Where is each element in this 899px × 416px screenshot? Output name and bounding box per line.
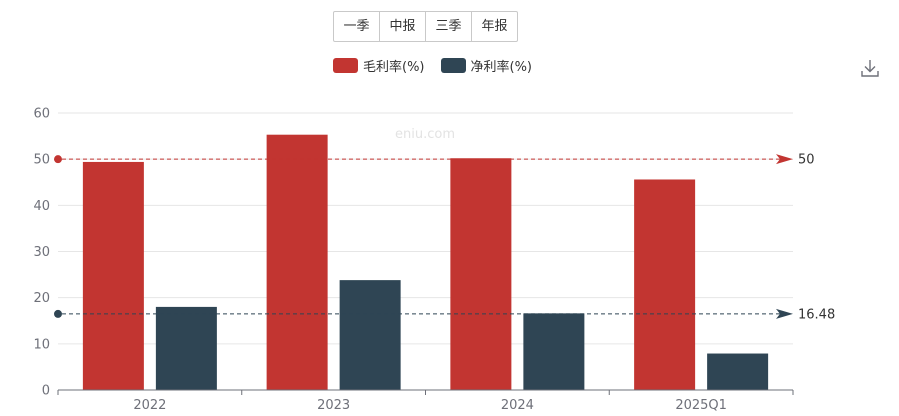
legend-swatch-net-margin [440, 58, 466, 73]
tab-q3[interactable]: 三季 [426, 12, 472, 41]
y-tick-label: 60 [33, 107, 50, 122]
y-tick-label: 10 [33, 337, 50, 352]
legend-item-gross-margin[interactable]: 毛利率(%) [333, 56, 425, 75]
legend-label-gross-margin: 毛利率(%) [363, 60, 425, 75]
markline-arrow-net-margin [776, 308, 793, 319]
bar-gross-margin-2023 [266, 134, 328, 390]
y-tick-label: 20 [33, 291, 50, 306]
y-tick-label: 0 [42, 384, 50, 399]
x-tick-label: 2022 [133, 398, 166, 413]
markline-label-gross-margin: 50 [798, 153, 815, 168]
y-tick-label: 40 [33, 199, 50, 214]
bar-gross-margin-2022 [82, 161, 144, 390]
x-tick-label: 2023 [317, 398, 350, 413]
y-tick-label: 30 [33, 245, 50, 260]
y-tick-label: 50 [33, 153, 50, 168]
bar-gross-margin-2025q1 [634, 179, 696, 390]
tab-annual[interactable]: 年报 [481, 19, 508, 34]
watermark: eniu.com [395, 127, 455, 142]
markline-start-net-margin [54, 309, 62, 318]
legend-label-net-margin: 净利率(%) [470, 60, 533, 75]
bar-gross-margin-2024 [450, 158, 512, 390]
chart-legend: 毛利率(%) 净利率(%) [333, 56, 532, 75]
bar-net-margin-2024 [523, 313, 585, 390]
markline-start-gross-margin [54, 155, 62, 164]
bar-net-margin-2023 [339, 280, 401, 390]
x-tick-label: 2024 [501, 398, 534, 413]
x-tick-label: 2025Q1 [675, 398, 727, 413]
tab-half-year[interactable]: 中报 [380, 12, 426, 41]
bar-net-margin-2025q1 [707, 353, 769, 390]
markline-label-net-margin: 16.48 [798, 307, 835, 322]
legend-swatch-gross-margin [333, 58, 358, 73]
markline-arrow-gross-margin [776, 154, 793, 165]
tab-q1[interactable]: 一季 [334, 12, 380, 41]
download-icon[interactable] [860, 58, 880, 78]
report-period-tabs: 一季 中报 三季 年报 [333, 11, 518, 42]
bar-net-margin-2022 [155, 306, 217, 390]
legend-item-net-margin[interactable]: 净利率(%) [440, 56, 533, 75]
